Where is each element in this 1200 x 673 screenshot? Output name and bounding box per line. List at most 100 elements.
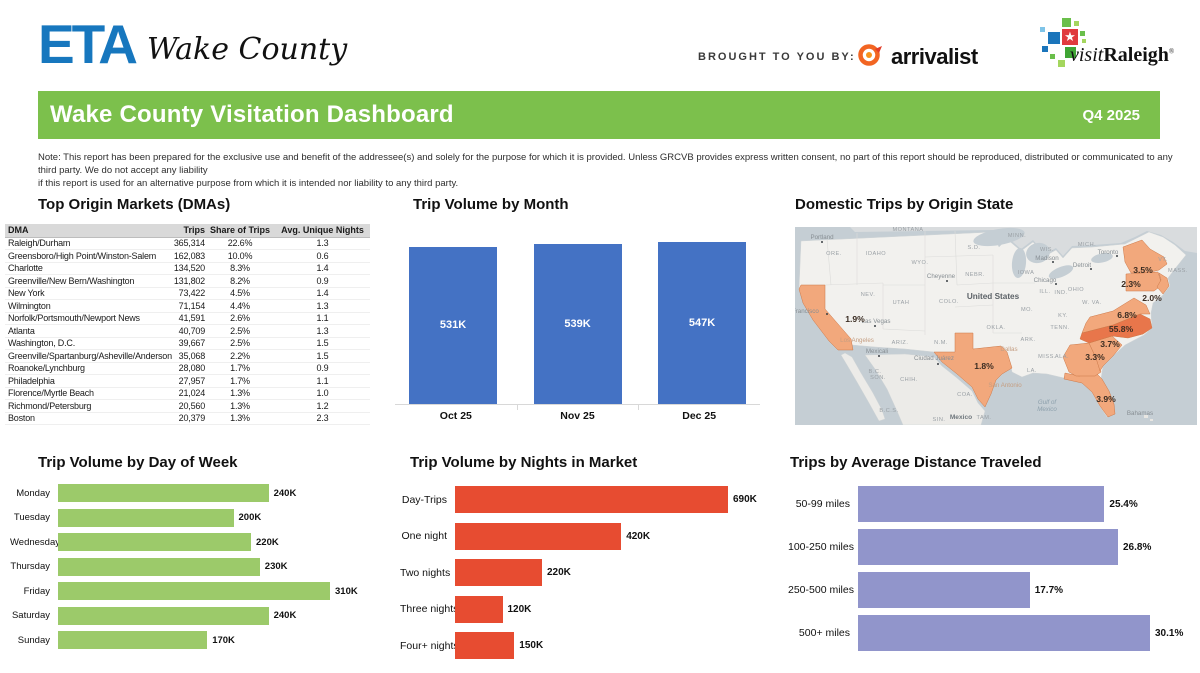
arrivalist-icon <box>856 40 884 73</box>
table-cell: 1.0 <box>316 388 329 399</box>
map-state-value-new-jersey: 2.0% <box>1142 293 1162 303</box>
map-label: Chicago <box>1034 277 1057 284</box>
map-city-dot <box>946 280 948 282</box>
trips-by-average-distance-traveled-bar-2[interactable] <box>858 529 1118 565</box>
map-label: Mexicali <box>866 348 888 355</box>
map-state-new-york[interactable] <box>1122 239 1168 274</box>
map-state-value-georgia: 3.3% <box>1085 352 1105 362</box>
table-cell: Raleigh/Durham <box>8 238 71 249</box>
table-row[interactable]: Wilmington 71,154 4.4% 1.3 <box>5 300 370 313</box>
day-of-week-chart: Monday 240K Tuesday 200K Wednesday 220K Thursd… <box>10 484 385 656</box>
category-label: Day-Trips <box>401 493 447 506</box>
month-bar-oct-25[interactable]: 531K <box>409 246 497 404</box>
map-state-texas[interactable] <box>933 332 1013 408</box>
bar-value-label: 230K <box>264 561 288 572</box>
table-cell: 39,667 <box>178 338 206 349</box>
bar-value-label: 170K <box>212 634 235 646</box>
table-cell: Washington, D.C. <box>8 338 75 349</box>
axis-tick <box>638 405 640 410</box>
table-row[interactable]: Philadelphia 27,957 1.7% 1.1 <box>5 375 370 388</box>
visitraleigh-logo: ★ visitRaleigh® <box>1028 18 1178 76</box>
trip-volume-by-nights-in-market-bar-1[interactable] <box>455 486 728 513</box>
trip-volume-by-day-of-week-bar-3[interactable] <box>58 533 251 551</box>
table-cell: 40,709 <box>178 325 206 336</box>
table-row[interactable]: New York 73,422 4.5% 1.4 <box>5 288 370 300</box>
trip-volume-by-nights-in-market-bar-2[interactable] <box>455 522 622 550</box>
top-logo-band: ETA Wake County BROUGHT TO YOU BY: arriv… <box>0 0 1200 88</box>
map-label: WIS. <box>1040 247 1054 253</box>
table-row[interactable]: Greenville/Spartanburg/Asheville/Anderso… <box>5 350 370 363</box>
category-label: Saturday <box>11 610 50 621</box>
nights-in-market-chart: Day-Trips 690K One night 420K Two nights 220K… <box>400 486 778 669</box>
map-label: SON. <box>870 375 886 381</box>
table-cell: 2.5% <box>230 338 250 349</box>
map-label: COA. <box>957 392 973 398</box>
table-row[interactable]: Washington, D.C. 39,667 2.5% 1.5 <box>5 338 370 350</box>
map-state-california[interactable] <box>798 284 854 351</box>
table-header-row: DMA Trips Share of Trips Avg. Unique Nights <box>5 224 370 238</box>
trip-volume-by-day-of-week-bar-2[interactable] <box>58 508 234 527</box>
table-cell: 1.3% <box>230 400 250 411</box>
trip-volume-by-day-of-week-bar-6[interactable] <box>58 606 269 625</box>
trip-volume-month-title: Trip Volume by Month <box>413 196 569 213</box>
table-row[interactable]: Charlotte 134,520 8.3% 1.4 <box>5 263 370 275</box>
trip-volume-by-nights-in-market-bar-5[interactable] <box>455 632 515 659</box>
map-label: CHIH. <box>900 377 918 383</box>
trip-volume-by-day-of-week-bar-4[interactable] <box>58 557 260 576</box>
map-label: MISS. <box>1038 354 1056 360</box>
map-state-new-jersey[interactable] <box>1156 272 1170 295</box>
map-label: UTAH <box>893 300 910 306</box>
month-chart-plot: 531K 539K 547K <box>395 238 760 404</box>
map-state-virginia[interactable] <box>1081 297 1151 334</box>
map-label: Mexico <box>1037 406 1057 413</box>
table-cell: Greensboro/High Point/Winston-Salem <box>8 250 157 261</box>
axis-tick <box>516 405 518 410</box>
table-row[interactable]: Florence/Myrtle Beach 21,024 1.3% 1.0 <box>5 388 370 400</box>
map-label: ILL. <box>1039 289 1050 295</box>
table-row[interactable]: Roanoke/Lynchburg 28,080 1.7% 0.9 <box>5 363 370 375</box>
map-label: TAM. <box>977 415 992 421</box>
map-state-value-texas: 1.8% <box>974 361 994 371</box>
trip-volume-by-nights-in-market-bar-4[interactable] <box>455 595 503 623</box>
table-row[interactable]: Norfolk/Portsmouth/Newport News 41,591 2.6… <box>5 313 370 325</box>
trip-volume-by-nights-in-market-bar-3[interactable] <box>455 559 542 586</box>
trip-volume-by-day-of-week-bar-1[interactable] <box>58 484 269 502</box>
map-state-value-virginia: 6.8% <box>1117 310 1137 320</box>
table-cell: 1.1 <box>316 313 329 324</box>
table-row[interactable]: Boston 20,379 1.3% 2.3 <box>5 413 370 425</box>
bar-value-label: 120K <box>507 603 532 615</box>
month-bar-dec-25[interactable]: 547K <box>658 241 746 404</box>
bar-row: 250-500 miles 17.7% <box>788 572 1196 608</box>
table-row[interactable]: Atlanta 40,709 2.5% 1.3 <box>5 325 370 338</box>
map-label: B.C.S. <box>879 408 898 414</box>
bar-row: Four+ nights 150K <box>400 632 778 659</box>
bar-row: 500+ miles 30.1% <box>788 615 1196 651</box>
month-chart-x-axis: Oct 25 Nov 25 Dec 25 <box>395 404 760 422</box>
table-cell: 1.3 <box>316 300 329 311</box>
table-row[interactable]: Richmond/Petersburg 20,560 1.3% 1.2 <box>5 400 370 413</box>
bar-row: Friday 310K <box>10 582 385 600</box>
trips-by-average-distance-traveled-bar-4[interactable] <box>858 615 1150 651</box>
map-state-south-carolina[interactable] <box>1088 335 1123 372</box>
trip-volume-by-day-of-week-bar-7[interactable] <box>58 631 208 649</box>
table-cell: 1.5 <box>316 350 329 361</box>
month-bar-nov-25[interactable]: 539K <box>533 244 622 404</box>
map-label: SIN. <box>933 417 946 423</box>
map-label: Madison <box>1035 255 1059 262</box>
bar-row: Sunday 170K <box>10 631 385 649</box>
map-label: OKLA. <box>987 325 1006 331</box>
table-row[interactable]: Raleigh/Durham 365,314 22.6% 1.3 <box>5 238 370 250</box>
map-label: ARK. <box>1020 337 1035 343</box>
trips-by-average-distance-traveled-bar-1[interactable] <box>858 486 1105 522</box>
category-label: One night <box>401 530 447 542</box>
table-cell: 22.6% <box>227 238 253 249</box>
table-row[interactable]: Greensboro/High Point/Winston-Salem 162,0… <box>5 250 370 263</box>
map-city-dot <box>878 355 880 357</box>
map-city-dot <box>874 325 876 327</box>
dashboard-title: Wake County Visitation Dashboard <box>50 101 454 128</box>
category-label: Two nights <box>400 566 451 579</box>
trip-volume-by-day-of-week-bar-5[interactable] <box>58 582 330 600</box>
bar-value-label: 220K <box>547 567 571 578</box>
trips-by-average-distance-traveled-bar-3[interactable] <box>858 572 1030 608</box>
table-row[interactable]: Greenville/New Bern/Washington 131,802 8.2… <box>5 275 370 288</box>
